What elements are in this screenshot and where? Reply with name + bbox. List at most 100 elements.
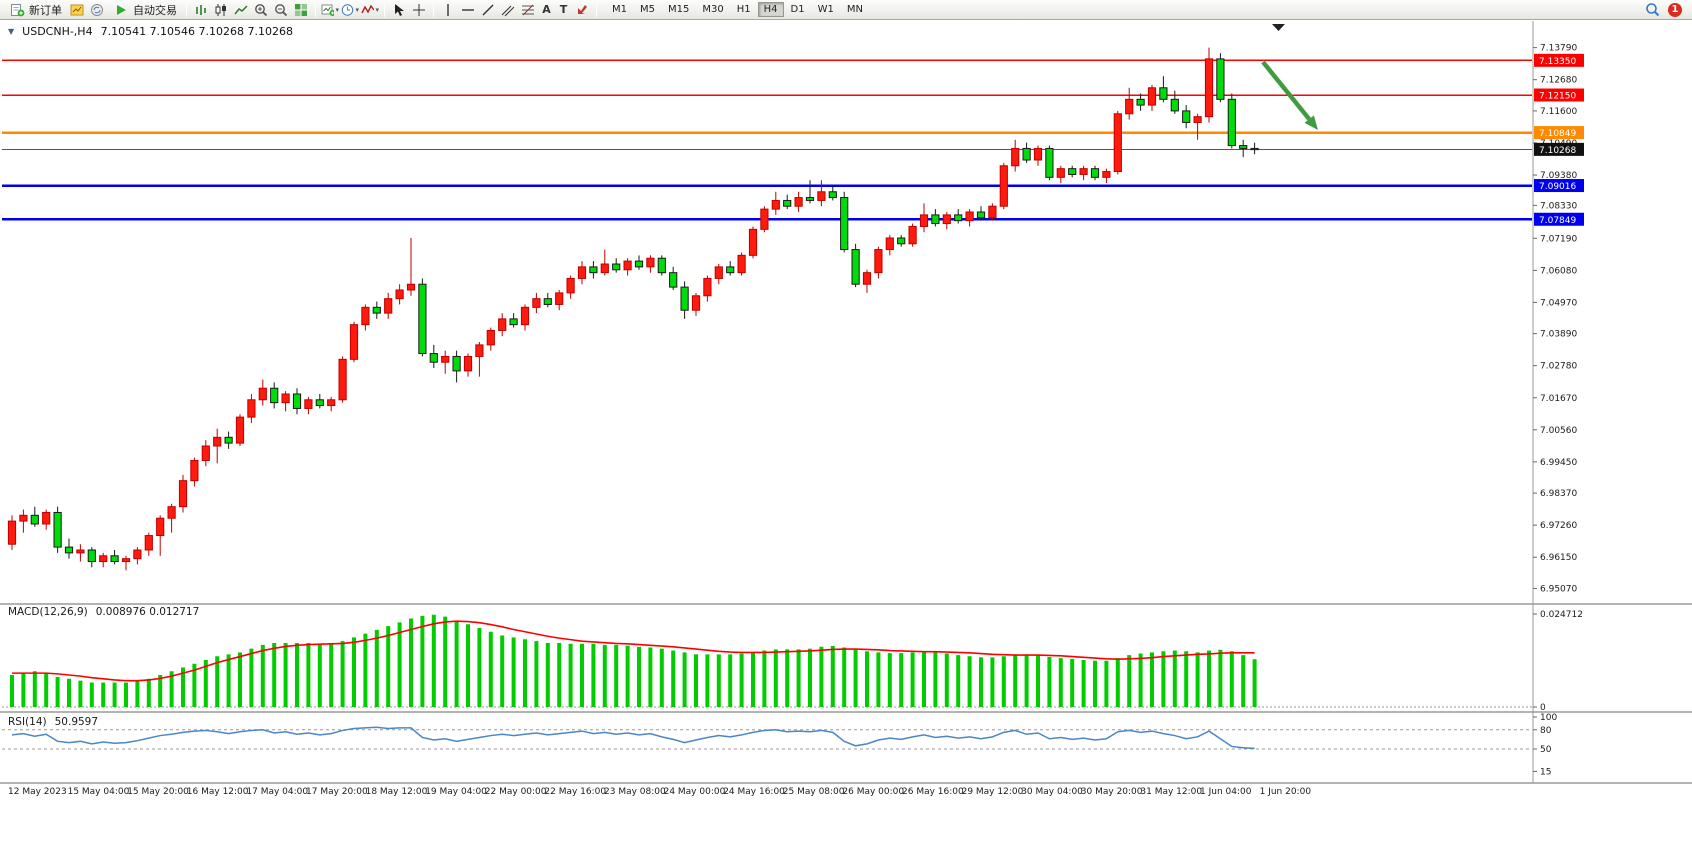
candle-body: [794, 197, 803, 207]
candlestick-chart-icon[interactable]: [212, 1, 230, 19]
search-icon[interactable]: [1643, 1, 1661, 19]
candle-body: [1056, 168, 1065, 178]
timeframe-button-w1[interactable]: W1: [817, 4, 834, 15]
symbol-menu-triangle-icon[interactable]: ▼: [8, 27, 15, 36]
price-tick-label: 6.96150: [1540, 553, 1577, 563]
cursor-icon[interactable]: [390, 1, 408, 19]
bar-chart-icon[interactable]: [192, 1, 210, 19]
chart-shift-marker-icon[interactable]: [1272, 24, 1285, 31]
candle-body: [1022, 147, 1031, 161]
candle-body: [965, 211, 974, 222]
price-tick-label: 7.07190: [1540, 234, 1577, 244]
candle-body: [452, 355, 461, 372]
timeframe-button-m1[interactable]: M1: [612, 4, 627, 15]
candle-body: [441, 355, 450, 363]
candle-body: [931, 214, 940, 225]
candle-body: [748, 228, 758, 256]
candle-body: [874, 249, 883, 274]
toolbar-separator: [315, 2, 316, 17]
candle-body: [1090, 168, 1100, 178]
candle-body: [178, 480, 188, 508]
candle-body: [862, 272, 872, 285]
line-chart-icon[interactable]: [232, 1, 250, 19]
candle-body: [1239, 145, 1248, 149]
new-chart-icon[interactable]: ▾: [321, 1, 339, 19]
macd-indicator-label: MACD(12,26,9) 0.008976 0.012717: [8, 606, 199, 618]
zoom-out-icon[interactable]: [272, 1, 290, 19]
period-icon[interactable]: ▾: [341, 1, 359, 19]
rsi-line: [11, 726, 1255, 750]
vertical-line-icon[interactable]: [439, 1, 457, 19]
rsi-value: 50.9597: [54, 716, 99, 728]
candle-body: [897, 237, 906, 245]
price-scale[interactable]: 7.137907.126807.116007.104907.093807.083…: [1533, 44, 1584, 595]
price-level-box-label: 7.09016: [1539, 182, 1576, 192]
candle-body: [42, 511, 51, 525]
candle-body: [908, 225, 917, 245]
candle-body: [1182, 110, 1191, 123]
candle-body: [851, 249, 860, 285]
crosshair-icon[interactable]: [410, 1, 428, 19]
timeframe-button-m30[interactable]: M30: [702, 4, 724, 15]
price-level-box-label: 7.13350: [1539, 57, 1576, 67]
candle-body: [19, 514, 28, 522]
toolbar-separator: [384, 2, 385, 17]
time-tick-label: 12 May 2023: [8, 787, 67, 797]
channel-icon[interactable]: [499, 1, 517, 19]
charts-icon[interactable]: [68, 1, 86, 19]
autotrading-button[interactable]: 自动交易: [108, 1, 181, 19]
chart-frame: [0, 21, 1692, 784]
candle-body: [1068, 168, 1077, 175]
new-order-button[interactable]: 新订单: [4, 1, 66, 19]
timeframe-button-m15[interactable]: M15: [668, 4, 690, 15]
fibonacci-icon[interactable]: [519, 1, 537, 19]
time-tick-label: 30 May 04:00: [1021, 787, 1083, 797]
candle-body: [840, 197, 849, 251]
candle-body: [1170, 98, 1179, 112]
candle-body: [691, 295, 701, 311]
candle-body: [1227, 98, 1236, 147]
price-tick-label: 7.06080: [1540, 266, 1577, 276]
timeframe-button-mn[interactable]: MN: [846, 4, 863, 15]
candle-body: [509, 318, 518, 326]
timeframe-button-h1[interactable]: H1: [736, 4, 751, 15]
candle-body: [555, 292, 564, 305]
price-tick-label: 6.99450: [1540, 458, 1577, 468]
candle-body: [760, 208, 769, 230]
macd-panel: 0.024712 0: [2, 610, 1583, 713]
rsi-indicator-label: RSI(14) 50.9597: [8, 716, 98, 728]
candle-body: [942, 214, 951, 225]
tile-windows-icon[interactable]: [292, 1, 310, 19]
toolbar-right-group: 1: [1643, 1, 1688, 19]
price-level-box-label: 7.10268: [1539, 146, 1576, 156]
indicators-icon[interactable]: ▾: [361, 1, 379, 19]
macd-name: MACD(12,26,9): [8, 606, 88, 618]
horizontal-line-icon[interactable]: [459, 1, 477, 19]
trendline-icon[interactable]: [479, 1, 497, 19]
label-icon[interactable]: T: [559, 3, 568, 16]
community-icon[interactable]: [88, 1, 106, 19]
candle-body: [771, 199, 780, 210]
timeframe-button-h4[interactable]: H4: [757, 2, 784, 17]
timeframe-button-d1[interactable]: D1: [790, 4, 805, 15]
arrows-icon[interactable]: [573, 1, 591, 19]
candle-body: [1216, 58, 1225, 100]
price-level-box-label: 7.10849: [1539, 129, 1576, 139]
price-level-box: [1534, 212, 1584, 226]
price-tick-label: 6.98370: [1540, 489, 1577, 499]
candle-body: [828, 191, 837, 199]
time-tick-label: 26 May 00:00: [842, 787, 904, 797]
text-icon[interactable]: A: [542, 3, 551, 16]
macd-signal-line: [12, 620, 1255, 682]
trend-arrow-annotation[interactable]: [1261, 60, 1318, 130]
timeframe-button-m5[interactable]: M5: [640, 4, 655, 15]
candle-body: [395, 289, 404, 300]
candle-body: [954, 214, 963, 222]
level-lines[interactable]: [2, 59, 1532, 221]
candle-body: [1204, 58, 1214, 118]
candle-body: [520, 306, 530, 326]
zoom-in-icon[interactable]: [252, 1, 270, 19]
notification-badge[interactable]: 1: [1668, 2, 1682, 17]
